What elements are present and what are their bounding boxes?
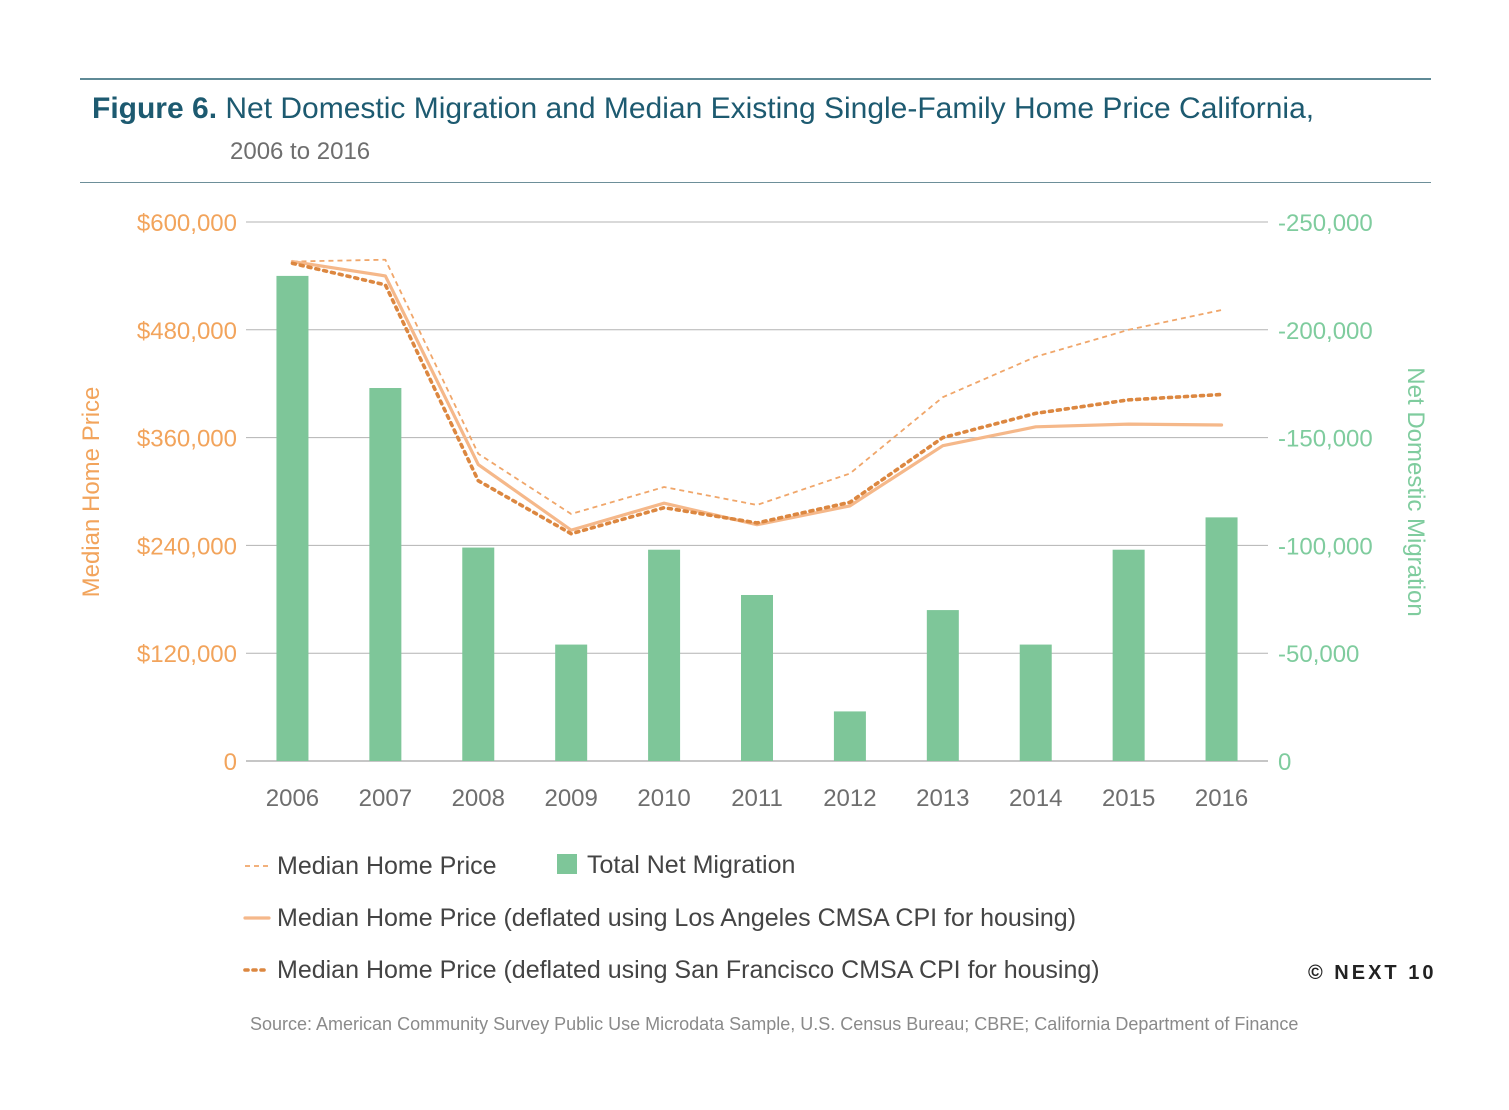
migration-bar — [1205, 517, 1238, 761]
migration-bar — [926, 610, 959, 761]
legend-label: Median Home Price — [277, 852, 497, 880]
left-tick-label: $240,000 — [137, 533, 237, 560]
x-tick-label: 2013 — [916, 785, 969, 812]
migration-bar — [555, 644, 588, 761]
grid-lines — [246, 221, 1268, 762]
left-axis-title: Median Home Price — [78, 387, 105, 598]
migration-bar — [833, 711, 866, 761]
migration-bar — [1019, 644, 1052, 761]
x-tick-label: 2010 — [637, 785, 690, 812]
x-tick-label: 2015 — [1102, 785, 1155, 812]
x-tick-label: 2006 — [266, 785, 319, 812]
migration-bar — [1112, 549, 1145, 761]
right-tick-label: 0 — [1278, 749, 1291, 776]
x-tick-label: 2012 — [823, 785, 876, 812]
migration-bar — [276, 275, 309, 761]
legend-label: Median Home Price (deflated using Los An… — [277, 904, 1076, 932]
migration-bar — [369, 388, 402, 761]
legend-label: Median Home Price (deflated using San Fr… — [277, 956, 1100, 984]
migration-bar — [648, 549, 681, 761]
figure-label: Figure 6. — [92, 92, 218, 125]
legend-swatch-bar — [557, 854, 577, 874]
x-tick-label: 2014 — [1009, 785, 1062, 812]
x-tick-label: 2011 — [731, 785, 783, 812]
right-tick-label: -50,000 — [1278, 641, 1359, 668]
bars-layer — [276, 275, 1238, 761]
figure-subtitle: 2006 to 2016 — [230, 138, 371, 165]
price-line-1 — [292, 258, 1222, 515]
migration-bar — [462, 547, 495, 761]
copyright-mark: © NEXT 10 — [1308, 962, 1437, 984]
source-note: Source: American Community Survey Public… — [250, 1014, 1299, 1034]
x-tick-label: 2008 — [452, 785, 505, 812]
migration-bar — [741, 594, 773, 761]
x-tick-label: 2007 — [359, 785, 412, 812]
legend: Median Home Price Total Net Migration Medi… — [243, 851, 1100, 984]
price-line-3 — [290, 261, 1224, 536]
right-tick-label: -100,000 — [1278, 533, 1373, 560]
left-tick-label: 0 — [224, 749, 237, 776]
axes-layer: 0 0 $120,000 -50,000 $240,000 -100,000 $360,00… — [78, 210, 1429, 812]
left-tick-label: $480,000 — [137, 318, 237, 345]
right-tick-label: -250,000 — [1278, 210, 1373, 237]
title-divider — [80, 182, 1431, 183]
left-tick-label: $600,000 — [137, 210, 237, 237]
lines-layer — [290, 258, 1224, 536]
figure-title: Figure 6. Net Domestic Migration and Med… — [92, 92, 1314, 126]
top-rule — [80, 78, 1431, 80]
price-line-2 — [290, 259, 1224, 532]
figure-title-text: Net Domestic Migration and Median Existi… — [225, 92, 1315, 125]
legend-label: Total Net Migration — [587, 851, 795, 879]
x-tick-label: 2016 — [1195, 785, 1248, 812]
right-axis-title: Net Domestic Migration — [1402, 367, 1429, 616]
x-tick-label: 2009 — [544, 785, 597, 812]
right-tick-label: -150,000 — [1278, 426, 1373, 453]
right-tick-label: -200,000 — [1278, 318, 1373, 345]
left-tick-label: $120,000 — [137, 641, 237, 668]
left-tick-label: $360,000 — [137, 426, 237, 453]
migration-price-chart: 0 0 $120,000 -50,000 $240,000 -100,000 $360,00… — [78, 210, 1429, 984]
